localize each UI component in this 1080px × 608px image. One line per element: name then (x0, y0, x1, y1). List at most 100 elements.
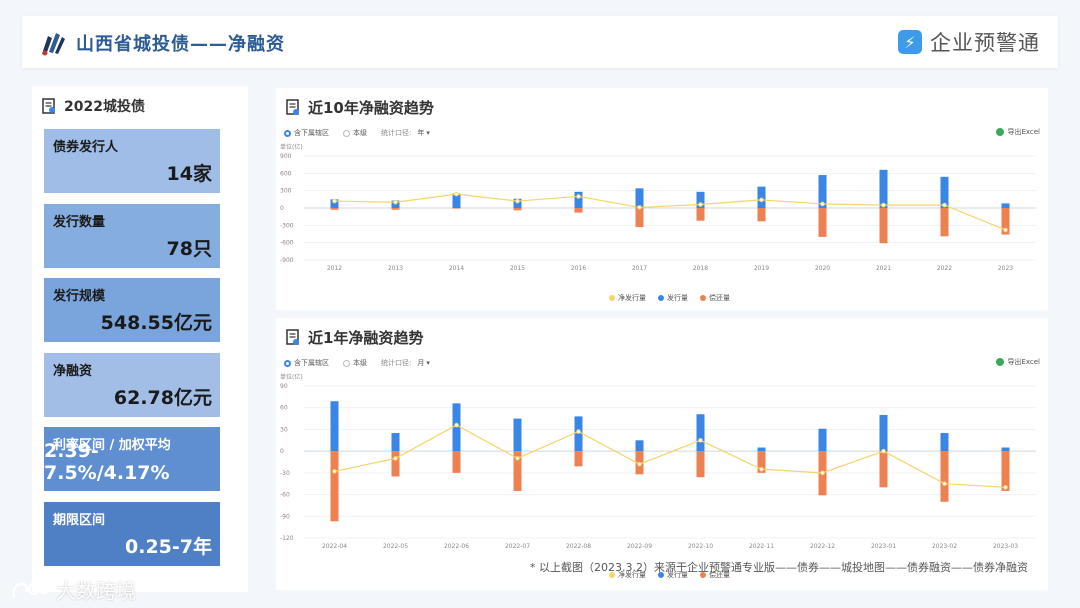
issue-bar (879, 169, 888, 208)
repay-bar (452, 451, 461, 473)
stats-panel-title: 2022城投债 (42, 96, 145, 116)
net-point (759, 466, 764, 472)
issue-bar (574, 191, 583, 208)
stat-card: 利率区间 / 加权平均 2.39-7.5%/4.17% (44, 427, 220, 491)
issue-bar (696, 414, 705, 452)
net-point (881, 202, 886, 208)
export-excel-button[interactable]: 导出Excel (996, 357, 1040, 367)
repay-bar (391, 451, 400, 477)
document-icon (42, 98, 55, 114)
chevron-down-icon: ▾ (426, 129, 430, 137)
issue-bar (757, 186, 766, 208)
stat-label: 发行数量 (53, 215, 106, 230)
x-tick-label: 2017 (632, 265, 647, 272)
net-point (393, 199, 398, 205)
scope-option-self[interactable]: 本级 (343, 358, 367, 368)
radio-unchecked-icon (343, 129, 350, 137)
legend-swatch (658, 572, 664, 578)
issue-bar (879, 414, 888, 452)
net-point (393, 456, 398, 461)
export-excel-button[interactable]: 导出Excel (996, 127, 1040, 137)
y-tick-label: 60 (280, 405, 288, 412)
legend-item[interactable]: 发行量 (658, 293, 688, 303)
stat-value: 14家 (166, 163, 212, 185)
chart-panel-1y: 近1年净融资趋势 含下属辖区 本级 统计口径: 月 ▾ 导出Excel 单位(亿) 90 60 30… (276, 318, 1048, 590)
x-tick-label: 2015 (510, 265, 525, 272)
y-tick-label: 900 (280, 153, 292, 160)
repay-bar (513, 451, 522, 491)
y-tick-label: -60 (280, 492, 290, 499)
legend-label: 净发行量 (618, 571, 646, 579)
net-line (334, 424, 1006, 488)
legend-label: 发行量 (667, 571, 688, 579)
excel-icon (996, 358, 1005, 366)
chart-title-text: 近1年净融资趋势 (308, 329, 424, 347)
legend-swatch (609, 295, 615, 301)
net-point (454, 422, 459, 428)
net-point (576, 429, 581, 434)
x-tick-label: 2022-12 (810, 543, 835, 550)
excel-icon (996, 128, 1005, 136)
scope-option-self[interactable]: 本级 (343, 128, 367, 138)
repay-bar (391, 208, 400, 210)
stat-period-select[interactable]: 统计口径: 年 ▾ (381, 128, 430, 138)
brand-name: 企业预警通 (930, 31, 1040, 55)
stat-card: 债券发行人 14家 (44, 129, 220, 193)
legend-swatch (700, 572, 706, 578)
chart-title: 近10年净融资趋势 (286, 97, 434, 118)
net-point (759, 197, 764, 203)
brand-logo: ⚡ 企业预警通 (898, 27, 1040, 57)
document-icon (286, 329, 299, 345)
legend-swatch (609, 572, 615, 578)
x-tick-label: 2023-03 (993, 543, 1018, 550)
x-tick-label: 2019 (754, 265, 769, 272)
net-point (454, 191, 459, 197)
calligraphy-brush-icon (42, 33, 65, 56)
chevron-down-icon: ▾ (426, 359, 430, 367)
repay-bar (757, 451, 766, 473)
net-point (698, 202, 703, 207)
stat-value: 78只 (166, 238, 212, 260)
stat-card: 发行规模 548.55亿元 (44, 278, 220, 342)
scope-option-all[interactable]: 含下属辖区 (284, 358, 329, 368)
net-point (942, 202, 947, 208)
legend-item[interactable]: 净发行量 (609, 293, 646, 303)
net-point (881, 448, 886, 454)
chart-title-text: 近10年净融资趋势 (308, 99, 434, 117)
x-tick-label: 2020 (815, 265, 830, 272)
scope-option-all[interactable]: 含下属辖区 (284, 128, 329, 138)
page-header: 山西省城投债——净融资 ⚡ 企业预警通 (22, 16, 1058, 68)
net-point (942, 481, 947, 487)
net-point (1003, 485, 1008, 490)
net-point (1003, 227, 1008, 233)
y-tick-label: -30 (280, 470, 290, 477)
x-tick-label: 2016 (571, 265, 586, 272)
legend-item[interactable]: 净发行量 (609, 570, 646, 580)
stat-label: 发行规模 (53, 289, 106, 304)
x-tick-label: 2018 (693, 265, 708, 272)
issue-bar (940, 176, 949, 208)
stat-value: 62.78亿元 (113, 387, 212, 409)
repay-bar (940, 208, 949, 237)
legend-item[interactable]: 偿还量 (700, 293, 730, 303)
legend-item[interactable]: 发行量 (658, 570, 688, 580)
stats-panel-title-text: 2022城投债 (64, 99, 145, 115)
stat-period-select[interactable]: 统计口径: 月 ▾ (381, 358, 430, 368)
y-tick-label: -600 (280, 240, 294, 247)
stat-label: 债券发行人 (53, 140, 119, 155)
scope-option-self-label: 本级 (353, 129, 367, 137)
stat-card: 期限区间 0.25-7年 (44, 502, 220, 566)
legend-label: 偿还量 (709, 294, 730, 302)
repay-bar (879, 208, 888, 244)
stat-label: 净融资 (53, 364, 93, 379)
legend-swatch (700, 295, 706, 301)
x-tick-label: 2023 (998, 265, 1013, 272)
legend-item[interactable]: 偿还量 (700, 570, 730, 580)
issue-bar (513, 198, 522, 208)
repay-bar (1001, 208, 1010, 235)
y-tick-label: 0 (280, 448, 284, 455)
x-tick-label: 2022-09 (627, 543, 652, 550)
y-tick-label: -90 (280, 513, 290, 520)
stat-label: 期限区间 (53, 513, 106, 528)
repay-bar (574, 451, 583, 467)
